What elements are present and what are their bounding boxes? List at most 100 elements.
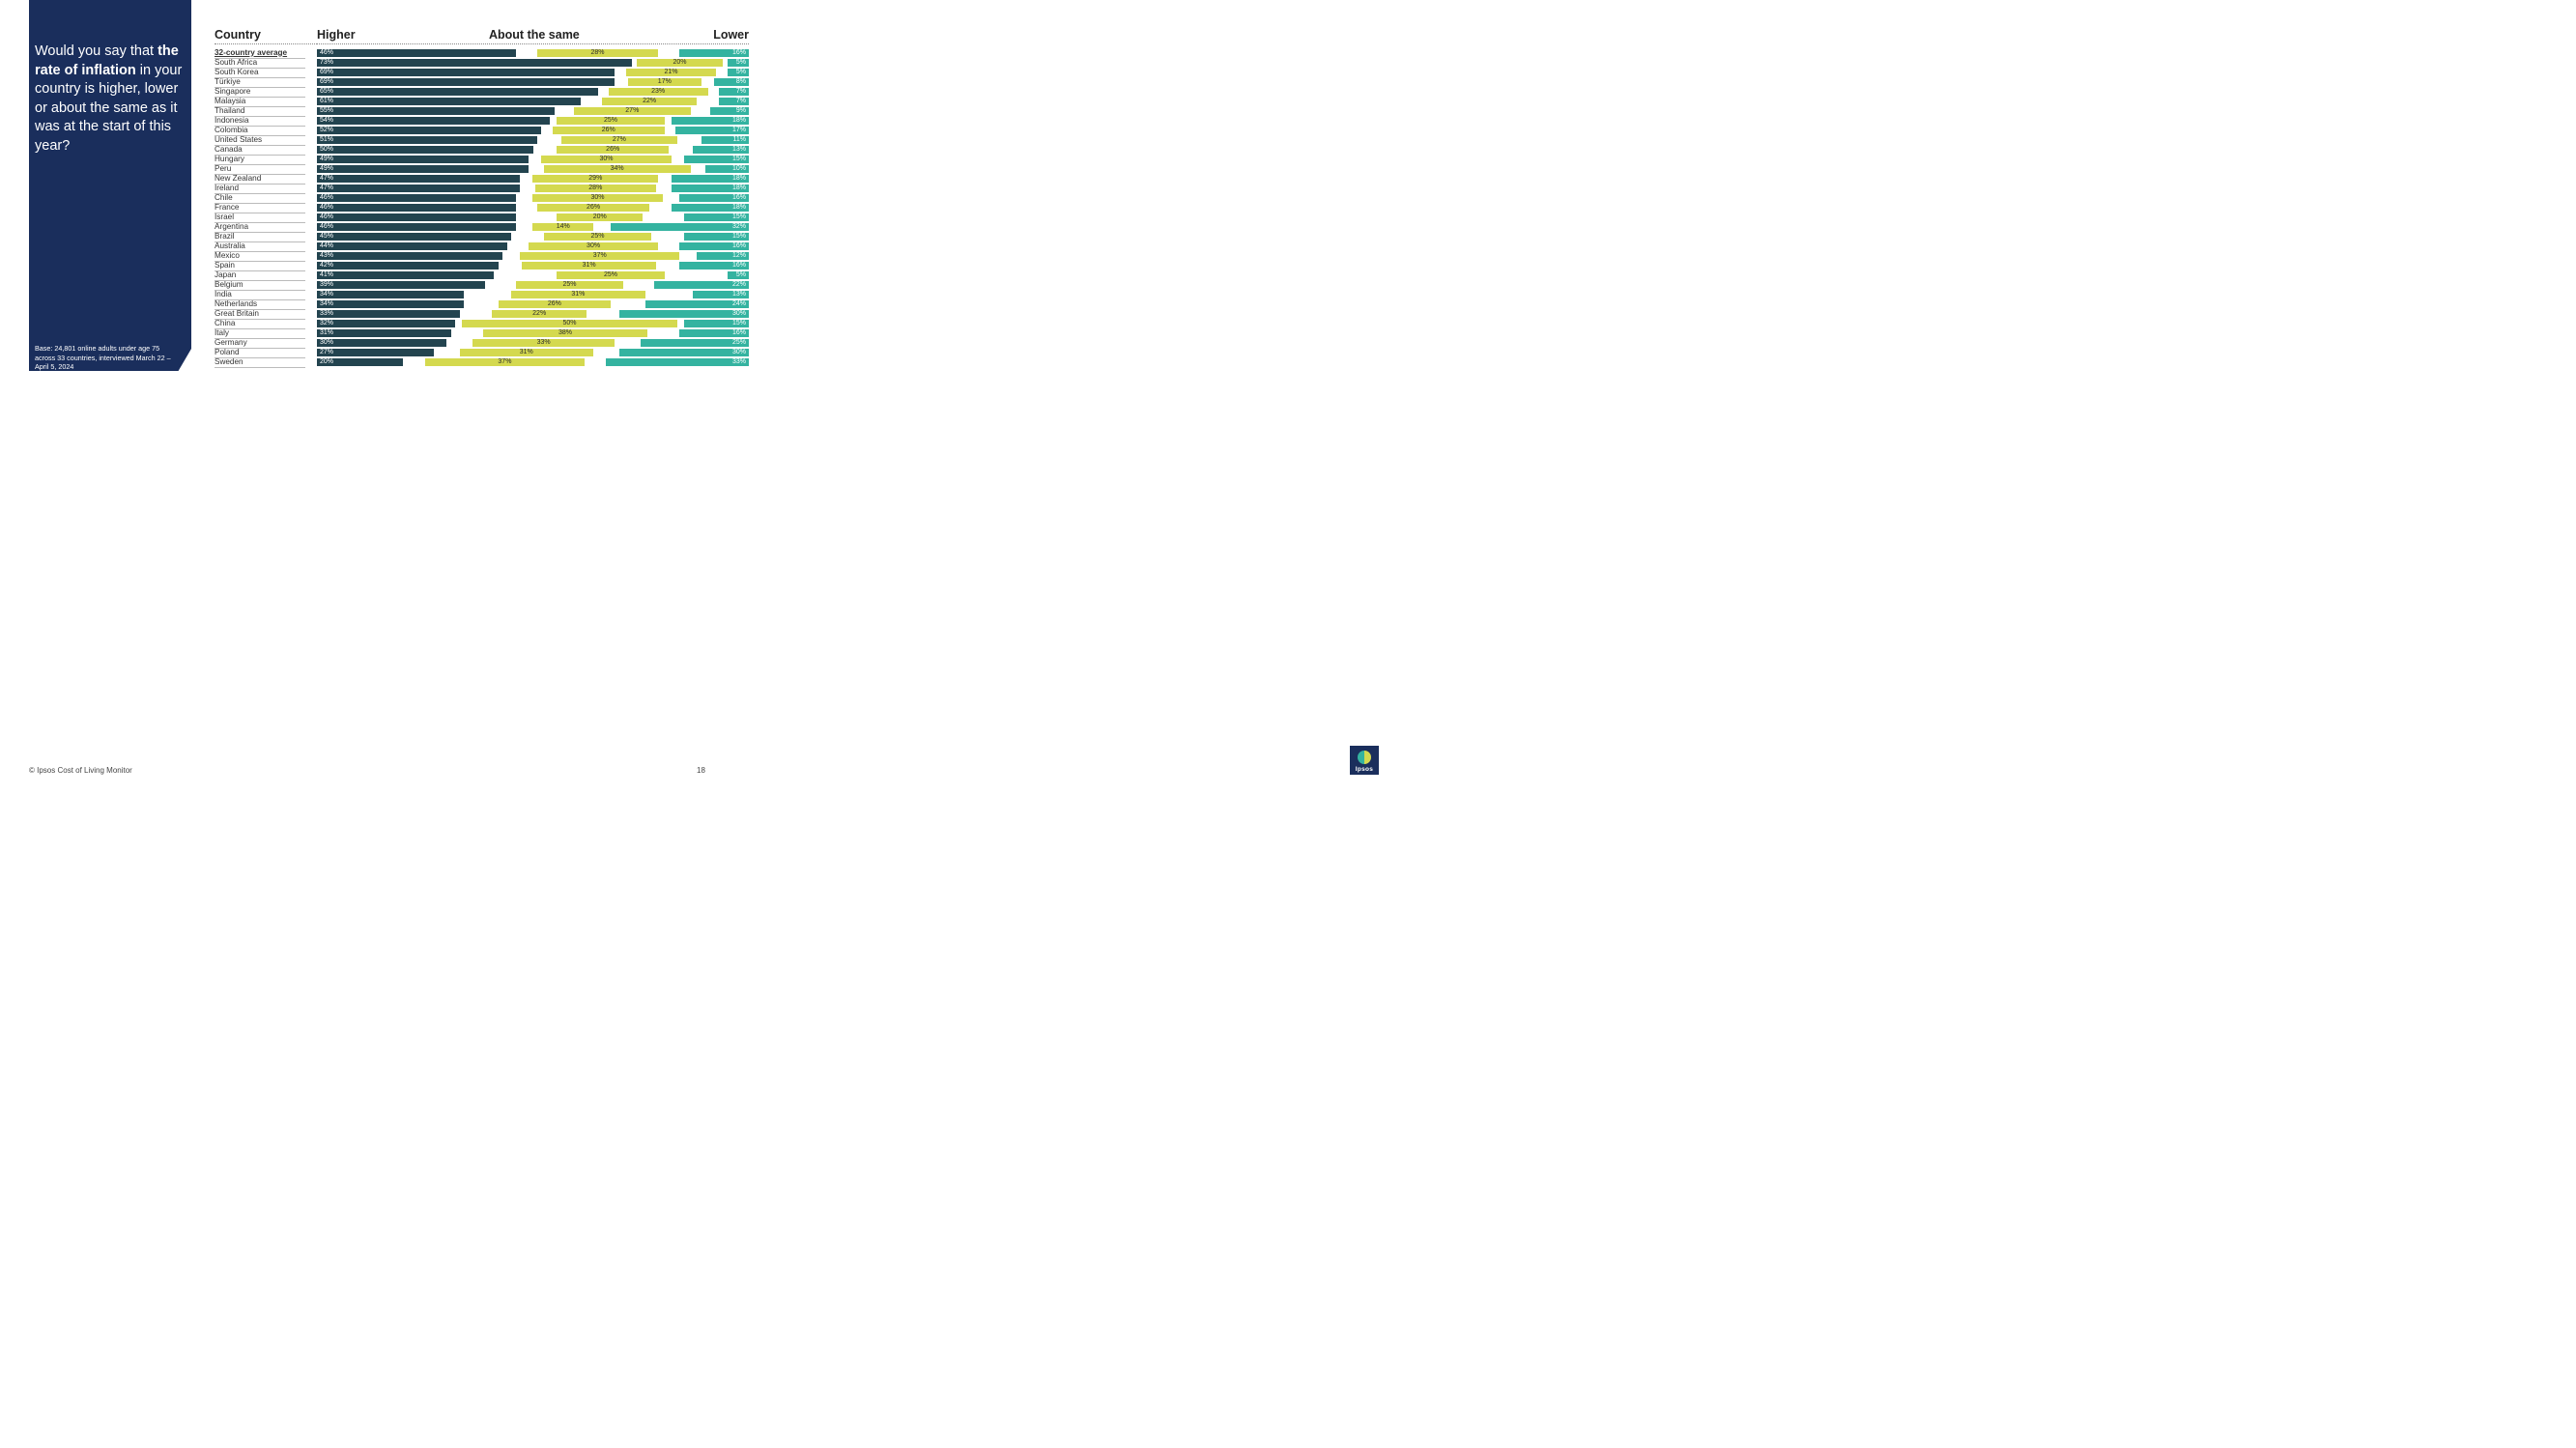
bar-segment-same: 30%	[529, 242, 658, 250]
bar-segment-same: 23%	[609, 88, 708, 96]
bar-segment-higher: 32%	[317, 320, 455, 327]
table-row: South Africa73%20%5%	[215, 58, 749, 68]
bar-segment-higher: 69%	[317, 78, 615, 86]
bar-segment-higher: 52%	[317, 127, 541, 134]
bar-segment-lower: 5%	[728, 69, 749, 76]
bar-segment-lower: 16%	[679, 194, 749, 202]
bar-segment-same: 25%	[557, 117, 665, 125]
bar-segment-same: 37%	[520, 252, 679, 260]
table-row: Sweden20%37%33%	[215, 357, 749, 367]
bar-segment-lower: 13%	[693, 291, 749, 298]
bar-segment-lower: 18%	[672, 175, 749, 183]
row-bar: 43%37%12%	[317, 252, 749, 260]
bar-gap	[623, 281, 653, 289]
bar-segment-lower: 9%	[710, 107, 749, 115]
bar-gap	[665, 117, 672, 125]
bar-segment-same: 26%	[553, 127, 665, 134]
row-bar: 46%26%18%	[317, 204, 749, 212]
bar-segment-same: 26%	[537, 204, 649, 212]
table-row: Ireland47%28%18%	[215, 184, 749, 193]
bar-gap	[677, 136, 701, 144]
bar-segment-higher: 61%	[317, 98, 581, 105]
bar-segment-higher: 55%	[317, 107, 555, 115]
row-bar: 46%14%32%	[317, 223, 749, 231]
row-bar: 34% 26% 24%	[317, 300, 749, 308]
bar-gap	[701, 78, 714, 86]
bar-segment-same: 34%	[544, 165, 691, 173]
table-row: Mexico43%37%12%	[215, 251, 749, 261]
table-row: Indonesia54%25%18%	[215, 116, 749, 126]
bar-gap	[658, 175, 671, 183]
bar-gap	[611, 300, 645, 308]
bar-segment-higher: 47%	[317, 185, 520, 192]
bar-gap	[615, 339, 641, 347]
bar-segment-lower: 22%	[654, 281, 749, 289]
table-row: Singapore65%23%7%	[215, 87, 749, 97]
bar-segment-lower: 24%	[645, 300, 749, 308]
bar-gap	[656, 185, 672, 192]
bar-gap	[460, 310, 493, 318]
bar-segment-lower: 16%	[679, 49, 749, 57]
bar-segment-same: 21%	[626, 69, 717, 76]
table-row: 32-country average46%28%16%	[215, 48, 749, 58]
chart-area: Country Higher About the same Lower 32-c…	[215, 23, 749, 367]
bar-segment-higher: 34%	[317, 300, 464, 308]
table-row: Netherlands34%26%24%	[215, 299, 749, 309]
bar-segment-lower: 7%	[719, 98, 749, 105]
bar-segment-same: 26%	[557, 146, 669, 154]
bar-segment-lower: 15%	[684, 156, 749, 163]
table-row: United States51%27%11%	[215, 135, 749, 145]
bar-segment-lower: 30%	[619, 349, 749, 356]
bar-segment-same: 31%	[522, 262, 656, 270]
bar-segment-same: 33%	[472, 339, 615, 347]
bar-segment-same: 31%	[511, 291, 645, 298]
bar-gap	[669, 146, 693, 154]
bar-segment-higher: 45%	[317, 233, 511, 241]
row-bar: 55%27%9%	[317, 107, 749, 115]
bar-gap	[499, 262, 523, 270]
bar-segment-same: 26%	[499, 300, 611, 308]
bar-segment-lower: 7%	[719, 88, 749, 96]
bar-segment-higher: 20%	[317, 358, 403, 366]
bar-gap	[587, 310, 619, 318]
bar-gap	[494, 271, 557, 279]
bar-segment-same: 50%	[462, 320, 678, 327]
bar-gap	[502, 252, 520, 260]
row-bar: 73%20%5%	[317, 59, 749, 67]
footer-copyright: © Ipsos Cost of Living Monitor	[29, 766, 132, 775]
bar-gap	[516, 49, 537, 57]
row-bar: 39%25%22%	[317, 281, 749, 289]
bar-gap	[507, 242, 529, 250]
bar-segment-higher: 27%	[317, 349, 434, 356]
row-bar: 50%26%13%	[317, 146, 749, 154]
bar-gap	[672, 156, 684, 163]
bar-gap	[516, 223, 533, 231]
table-row: New Zealand47%29%18%	[215, 174, 749, 184]
row-bar: 61%22%7%	[317, 98, 749, 105]
bar-gap	[529, 156, 541, 163]
bar-segment-same: 28%	[535, 185, 656, 192]
bar-segment-same: 14%	[532, 223, 593, 231]
row-bar: 69%21%5%	[317, 69, 749, 76]
header-lower: Lower	[713, 28, 749, 42]
bar-segment-same: 20%	[637, 59, 723, 67]
chart-rows: 32-country average46%28%16%South Africa7…	[215, 48, 749, 367]
bar-segment-higher: 39%	[317, 281, 485, 289]
row-bar: 33%22%30%	[317, 310, 749, 318]
survey-question: Would you say that the rate of inflation…	[35, 43, 184, 156]
bar-gap	[485, 281, 515, 289]
bar-segment-higher: 34%	[317, 291, 464, 298]
table-row: Israel46%20%15%	[215, 213, 749, 222]
bar-segment-lower: 18%	[672, 185, 749, 192]
row-bar: 47% 28% 18%	[317, 185, 749, 192]
chart-headers: Country Higher About the same Lower	[215, 23, 749, 44]
bar-gap	[615, 69, 625, 76]
bar-segment-lower: 32%	[611, 223, 749, 231]
bar-gap	[464, 300, 499, 308]
bar-gap	[464, 291, 511, 298]
bar-segment-higher: 46%	[317, 213, 516, 221]
bar-segment-lower: 10%	[705, 165, 749, 173]
row-bar: 49%34%10%	[317, 165, 749, 173]
bar-gap	[708, 88, 719, 96]
bar-segment-higher: 31%	[317, 329, 451, 337]
